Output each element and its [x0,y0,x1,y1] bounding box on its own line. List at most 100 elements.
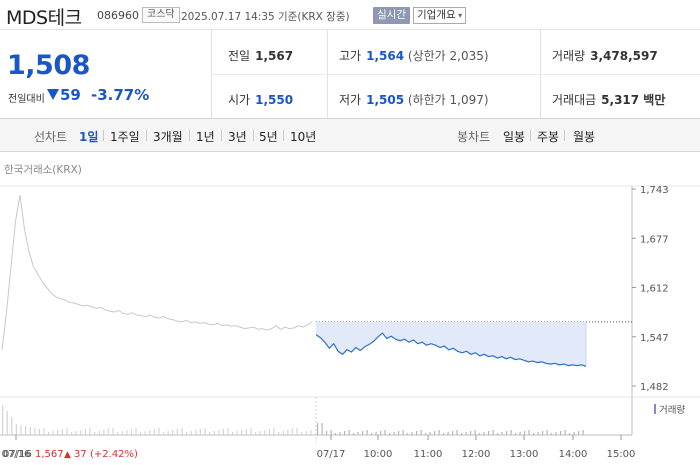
volume-bar [296,428,298,435]
stat-value: 1,550 [255,93,294,107]
y-tick-label: 1,482 [640,382,669,393]
volume-bar [317,423,319,435]
tab-5y[interactable]: 5년 [259,130,278,144]
volume-bar [84,429,86,435]
lower-limit: (하한가 1,097) [407,93,489,107]
volume-bar [213,431,215,435]
volume-bar [301,432,303,435]
today-line [315,332,587,367]
price-summary: 1,508 전일대비 59 -3.77% 전일 1,567 고가 1,564 (상한… [0,30,700,119]
volume-bar [519,432,521,435]
volume-bar [371,433,373,435]
stat-value: 1,564 [366,49,405,63]
volume-bar [172,430,174,435]
volume-bar [163,432,165,435]
current-price: 1,508 [7,50,90,81]
volume-bar [398,431,400,435]
tab-weekly[interactable]: 주봉 [537,130,560,144]
x-tick-label: 15:00 [607,449,636,460]
tab-monthly[interactable]: 월봉 [573,130,596,144]
prev-day-line [1,194,313,350]
y-tick-label: 1,547 [640,333,669,344]
volume-bar [380,431,382,435]
volume-bar [330,430,332,435]
volume-bar [144,431,146,435]
volume-bar [209,432,211,435]
volume-bar [158,428,160,435]
volume-bar [393,432,395,435]
timestamp: 2025.07.17 14:35 기준(KRX 장중) [181,11,350,23]
volume-bar [61,429,63,435]
volume-bar [434,431,436,435]
price-chart[interactable]: 한국거래소(KRX) 1,743 1,677 1,612 1,547 1,482 07/… [0,152,700,465]
y-tick-label: 1,677 [640,234,669,245]
diff-label: 전일대비 [8,94,45,105]
tab-10y[interactable]: 10년 [290,130,317,144]
volume-bar [80,430,82,435]
volume-bar [11,417,13,435]
separator [564,130,565,141]
x-axis: 07/16 07/17 10:00 11:00 12:00 13:00 14:00 15:00 [2,397,636,460]
volume-bar [25,426,27,435]
volume-bar [416,431,418,435]
volume-bar [420,430,422,435]
source-label: 한국거래소(KRX) [4,164,82,176]
tab-daily[interactable]: 일봉 [503,130,526,144]
volume-bar [326,431,328,435]
volume-bar [429,432,431,435]
company-overview-label: 기업개요 [417,9,456,21]
volume-bar [321,423,323,435]
volume-bar [126,430,128,435]
volume-bar [310,430,312,435]
volume-bar [89,428,91,435]
chart-series [1,194,632,367]
volume-bar [38,429,40,435]
tab-1w[interactable]: 1주일 [110,130,140,144]
volume-bar [176,429,178,435]
volume-bar [407,433,409,435]
volume-legend-label: 거래량 [659,404,685,416]
tab-3y[interactable]: 3년 [228,130,247,144]
volume-bar [140,432,142,435]
volume-bar [578,431,580,435]
stat-label: 고가 [339,49,362,63]
volume-bar [528,430,530,435]
today-area [316,321,586,367]
x-tick-label: 14:00 [559,449,588,460]
volume-bar [66,428,68,435]
volume-bar [103,430,105,435]
prev-day-change: 37 [74,449,87,460]
down-triangle-icon [47,89,59,100]
volume-bar [112,428,114,435]
volume-bar [492,430,494,435]
volume-bar [335,433,337,435]
stat-open: 시가 1,550 [228,91,293,108]
x-tick-label: 13:00 [510,449,539,460]
volume-bar [57,430,59,435]
volume-bar [510,430,512,435]
volume-bar [94,432,96,435]
prev-day-close: 1,567 [35,449,64,460]
volume-bar [232,432,234,435]
volume-bar [241,430,243,435]
volume-bar [339,432,341,435]
diff-rate: -3.77% [91,86,150,104]
x-tick-label: 10:00 [364,449,393,460]
volume-bar [264,430,266,435]
volume-bar [348,430,350,435]
tab-3m[interactable]: 3개월 [153,130,183,144]
volume-area [2,405,584,435]
volume-bar [195,430,197,435]
volume-bar [273,428,275,435]
realtime-button[interactable]: 실시간 [373,7,410,24]
company-overview-button[interactable]: 기업개요 ▾ [413,7,467,24]
volume-legend-swatch [654,404,656,414]
tab-1d[interactable]: 1일 [79,130,99,144]
stock-header: MDS테크 086960 코스닥 2025.07.17 14:35 기준(KRX… [0,0,700,30]
stock-name[interactable]: MDS테크 [6,7,82,29]
x-tick-label: 12:00 [462,449,491,460]
volume-bar [305,431,307,435]
volume-bar [452,431,454,435]
volume-bar [438,430,440,435]
tab-1y[interactable]: 1년 [196,130,215,144]
